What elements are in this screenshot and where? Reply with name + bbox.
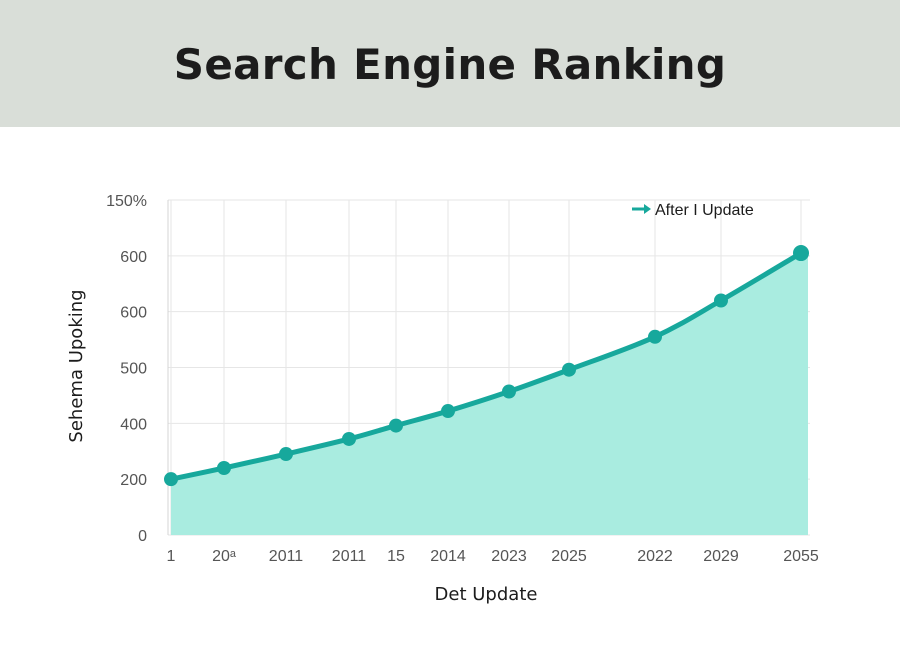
chart-title: Search Engine Ranking bbox=[173, 40, 727, 89]
data-point bbox=[389, 418, 403, 433]
chart-points-layer bbox=[164, 245, 809, 487]
data-point bbox=[562, 362, 576, 377]
data-point bbox=[217, 461, 231, 475]
x-tick-label: 2011 bbox=[332, 548, 367, 565]
x-tick-label: 2055 bbox=[783, 548, 819, 565]
chart-area-layer bbox=[171, 253, 808, 535]
x-tick-label: 1 bbox=[167, 548, 176, 565]
x-tick-label: 2023 bbox=[491, 548, 527, 565]
data-point bbox=[714, 293, 728, 308]
title-banner bbox=[0, 0, 900, 127]
data-point bbox=[502, 384, 516, 399]
x-axis-ticks: 1 20ᵃ 2011 2011 15 2014 2023 2025 2022 2029 2055 bbox=[167, 548, 819, 565]
data-point bbox=[164, 472, 178, 487]
chart-line-layer bbox=[168, 250, 804, 482]
series-line bbox=[168, 250, 804, 482]
y-tick-label: 500 bbox=[120, 361, 147, 378]
data-point bbox=[279, 447, 293, 462]
y-axis-ticks: 0 200 400 500 600 600 150% bbox=[106, 193, 147, 545]
y-tick-label: 600 bbox=[120, 249, 147, 266]
series-area-fill bbox=[171, 253, 808, 535]
legend-label: After I Update bbox=[655, 202, 754, 219]
x-tick-label: 2025 bbox=[551, 548, 587, 565]
y-axis-label: Sehema Upoking bbox=[66, 289, 87, 442]
data-point bbox=[793, 245, 809, 262]
data-point bbox=[441, 404, 455, 419]
y-tick-label: 400 bbox=[120, 416, 147, 433]
x-tick-label: 2029 bbox=[703, 548, 739, 565]
x-tick-label: 15 bbox=[387, 548, 405, 565]
y-tick-label: 200 bbox=[120, 472, 147, 489]
legend-arrow-head bbox=[644, 204, 651, 214]
y-tick-label: 150% bbox=[106, 193, 147, 210]
x-tick-label: 2022 bbox=[637, 548, 673, 565]
y-tick-label: 600 bbox=[120, 305, 147, 322]
x-tick-label: 20ᵃ bbox=[212, 548, 237, 565]
legend: After I Update bbox=[632, 202, 754, 219]
x-axis-label: Det Update bbox=[435, 584, 538, 605]
x-tick-label: 2011 bbox=[269, 548, 304, 565]
data-point bbox=[342, 431, 356, 446]
y-tick-label: 0 bbox=[138, 528, 147, 545]
data-point bbox=[648, 329, 662, 344]
x-tick-label: 2014 bbox=[430, 548, 466, 565]
